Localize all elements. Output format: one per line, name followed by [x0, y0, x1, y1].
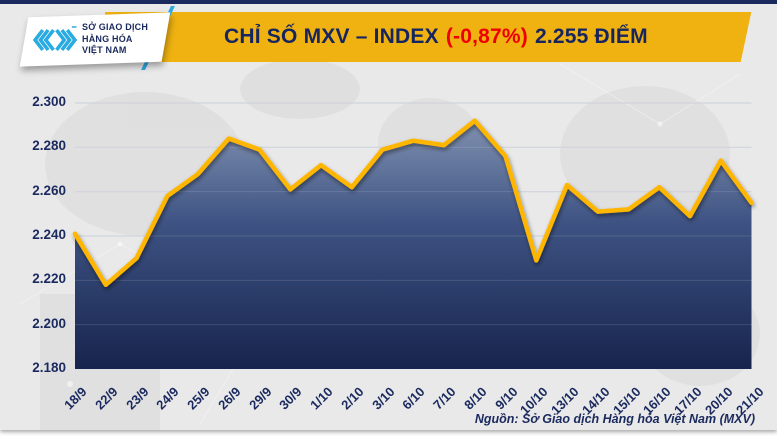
top-border-strip: [0, 0, 777, 4]
mxv-logo-card: SỞ GIAO DỊCH HÀNG HÓA VIỆT NAM: [19, 12, 171, 67]
y-tick-label: 2.200: [32, 315, 66, 331]
y-tick-label: 2.260: [32, 182, 66, 198]
y-tick-label: 2.280: [32, 138, 66, 154]
y-tick-label: 2.220: [32, 271, 66, 287]
y-tick-label: 2.300: [32, 94, 66, 109]
index-line: [72, 118, 754, 288]
y-tick-label: 2.180: [32, 360, 66, 375]
area-fill: [75, 120, 752, 369]
source-attribution: Nguồn: Sở Giao dịch Hàng hóa Việt Nam (M…: [474, 412, 755, 426]
y-tick-label: 2.240: [32, 227, 66, 242]
mxv-chevrons-icon: [32, 25, 78, 51]
gridlines-overlay: [75, 102, 752, 326]
